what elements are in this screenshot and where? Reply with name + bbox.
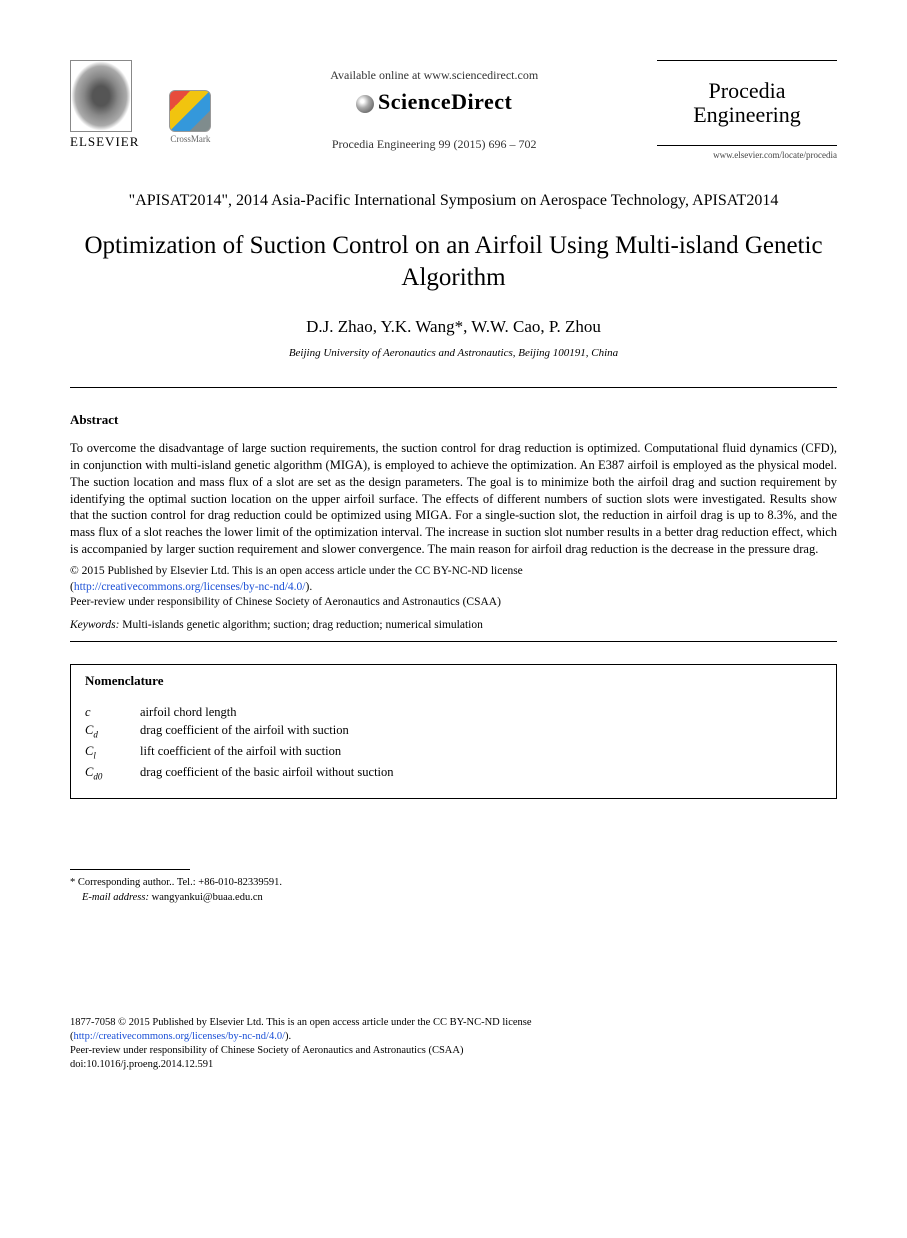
available-online-text: Available online at www.sciencedirect.co…	[211, 68, 657, 83]
nomenclature-row: Cllift coefficient of the airfoil with s…	[85, 742, 822, 763]
nomenclature-symbol: Cd0	[85, 763, 140, 784]
paper-title: Optimization of Suction Control on an Ai…	[70, 230, 837, 295]
keywords-text: Multi-islands genetic algorithm; suction…	[119, 619, 482, 631]
nomenclature-row: Cd0drag coefficient of the basic airfoil…	[85, 763, 822, 784]
keywords-label: Keywords:	[70, 619, 119, 631]
nomenclature-row: cairfoil chord length	[85, 703, 822, 722]
footnotes: * Corresponding author.. Tel.: +86-010-8…	[70, 876, 837, 905]
header-center: Available online at www.sciencedirect.co…	[211, 60, 657, 152]
nomenclature-heading: Nomenclature	[85, 673, 822, 689]
crossmark-icon	[169, 90, 211, 132]
journal-url: www.elsevier.com/locate/procedia	[657, 150, 837, 160]
peer-review-line: Peer-review under responsibility of Chin…	[70, 596, 501, 608]
nomenclature-symbol: c	[85, 703, 140, 722]
footer-peer-review: Peer-review under responsibility of Chin…	[70, 1045, 463, 1056]
nomenclature-desc: lift coefficient of the airfoil with suc…	[140, 742, 341, 763]
nomenclature-desc: drag coefficient of the basic airfoil wi…	[140, 763, 394, 784]
journal-name-line2: Engineering	[661, 103, 833, 127]
nomenclature-list: cairfoil chord lengthCddrag coefficient …	[85, 703, 822, 785]
abstract-heading: Abstract	[70, 412, 837, 428]
crossmark-block[interactable]: CrossMark	[169, 90, 211, 144]
rule-top	[70, 387, 837, 388]
sciencedirect-label: ScienceDirect	[378, 89, 512, 114]
email-label: E-mail address:	[82, 892, 149, 903]
header-right: Procedia Engineering www.elsevier.com/lo…	[657, 60, 837, 160]
nomenclature-box: Nomenclature cairfoil chord lengthCddrag…	[70, 664, 837, 800]
nomenclature-symbol: Cl	[85, 742, 140, 763]
footnote-rule	[70, 869, 190, 870]
abstract-body: To overcome the disadvantage of large su…	[70, 440, 837, 558]
sciencedirect-globe-icon	[356, 95, 374, 113]
footer-block: 1877-7058 © 2015 Published by Elsevier L…	[70, 1016, 837, 1073]
journal-name-line1: Procedia	[661, 79, 833, 103]
crossmark-label: CrossMark	[169, 134, 211, 144]
keywords-line: Keywords: Multi-islands genetic algorith…	[70, 619, 837, 631]
copyright-line1: © 2015 Published by Elsevier Ltd. This i…	[70, 565, 523, 577]
email-address: wangyankui@buaa.edu.cn	[149, 892, 263, 903]
rule-bottom	[70, 641, 837, 642]
nomenclature-row: Cddrag coefficient of the airfoil with s…	[85, 721, 822, 742]
conference-line: "APISAT2014", 2014 Asia-Pacific Internat…	[70, 190, 837, 212]
elsevier-logo-block: ELSEVIER	[70, 60, 139, 150]
citation-line: Procedia Engineering 99 (2015) 696 – 702	[211, 137, 657, 152]
nomenclature-desc: drag coefficient of the airfoil with suc…	[140, 721, 349, 742]
footer-issn-line: 1877-7058 © 2015 Published by Elsevier L…	[70, 1017, 532, 1028]
authors-line: D.J. Zhao, Y.K. Wang*, W.W. Cao, P. Zhou	[70, 317, 837, 337]
elsevier-label: ELSEVIER	[70, 134, 139, 150]
footer-license-link[interactable]: http://creativecommons.org/licenses/by-n…	[74, 1031, 286, 1042]
journal-name-box: Procedia Engineering	[657, 60, 837, 146]
footer-doi: doi:10.1016/j.proeng.2014.12.591	[70, 1059, 213, 1070]
corresponding-author: * Corresponding author.. Tel.: +86-010-8…	[70, 876, 837, 891]
nomenclature-desc: airfoil chord length	[140, 703, 237, 722]
elsevier-tree-icon	[70, 60, 132, 132]
copyright-block: © 2015 Published by Elsevier Ltd. This i…	[70, 564, 837, 611]
license-link[interactable]: http://creativecommons.org/licenses/by-n…	[74, 581, 306, 593]
affiliation-line: Beijing University of Aeronautics and As…	[70, 347, 837, 359]
sciencedirect-logo: ScienceDirect	[211, 89, 657, 115]
header-row: ELSEVIER CrossMark Available online at w…	[70, 60, 837, 160]
header-left: ELSEVIER CrossMark	[70, 60, 211, 150]
nomenclature-symbol: Cd	[85, 721, 140, 742]
